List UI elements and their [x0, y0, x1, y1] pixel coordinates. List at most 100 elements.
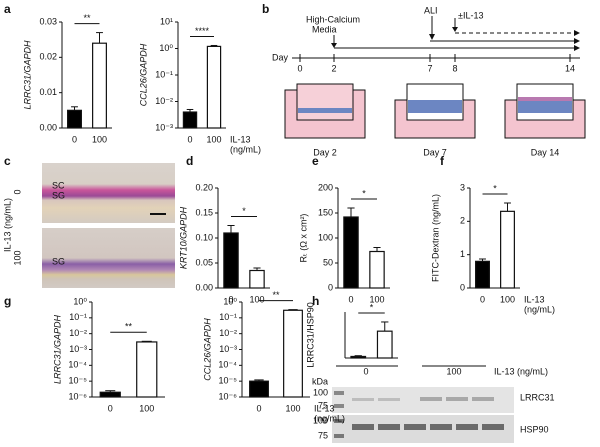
axis-label: IL-13 (ng/mL): [2, 198, 12, 252]
x-axis-label: IL-13: [230, 134, 251, 144]
arrow-head: [452, 27, 458, 32]
y-axis-label: KRT10/GAPDH: [178, 206, 188, 269]
y-axis-label: CCL26/GAPDH: [138, 43, 148, 106]
transwell: [284, 83, 366, 139]
layer-label: SC: [52, 180, 65, 190]
marker-label: 100: [313, 415, 328, 425]
y-tick-label: 10⁻¹: [219, 312, 237, 322]
y-axis-label: FITC-Dextran (ng/mL): [430, 194, 440, 282]
significance: *: [370, 302, 374, 312]
significance: **: [272, 290, 280, 300]
y-tick-label: 100: [318, 232, 333, 242]
bar: [99, 391, 121, 398]
y-tick-label: 0.10: [195, 232, 213, 242]
bar: [92, 42, 107, 129]
day: 8: [452, 63, 457, 73]
y-tick-label: 0.02: [39, 52, 57, 62]
y-tick-label: 10⁻²: [155, 96, 173, 106]
significance: *: [242, 206, 246, 216]
significance: *: [362, 188, 366, 198]
y-tick-label: 10⁰: [223, 296, 237, 306]
y-tick-label: 10⁻⁴: [218, 360, 237, 370]
day: 2: [331, 63, 336, 73]
y-axis-label: LRRC31/GAPDH: [52, 314, 62, 384]
marker-label: 75: [318, 430, 328, 440]
y-tick-label: 50: [323, 257, 333, 267]
y-tick-label: 2: [460, 216, 465, 226]
day: 0: [297, 63, 302, 73]
lane-label: 100: [446, 366, 461, 376]
significance: **: [83, 13, 91, 23]
dose-label: 100: [12, 250, 22, 265]
x-axis-label: (ng/mL): [314, 413, 345, 423]
significance: ****: [195, 26, 210, 36]
media-label: Media: [312, 24, 337, 34]
y-tick-label: 10⁻⁴: [68, 360, 87, 370]
x-tick-label: 0: [256, 403, 261, 413]
y-axis-label: LRRC31/GAPDH: [22, 40, 32, 110]
panel-label: h: [312, 294, 319, 308]
protein-label: HSP90: [520, 424, 549, 434]
arrow-head: [574, 38, 580, 44]
y-tick-label: 1: [460, 249, 465, 259]
significance: **: [125, 322, 133, 332]
bar: [350, 355, 367, 359]
y-tick-label: 0.01: [39, 87, 57, 97]
bar: [136, 341, 158, 398]
bar: [206, 45, 222, 129]
arrow-head: [331, 43, 337, 48]
y-tick-label: 10⁻¹: [69, 312, 87, 322]
day-label: Day: [272, 52, 289, 62]
bar: [182, 111, 198, 129]
y-tick-label: 0.15: [195, 207, 213, 217]
x-tick-label: 100: [92, 134, 107, 144]
arrow-head: [429, 34, 435, 40]
x-tick-label: 0: [187, 134, 192, 144]
bar: [475, 260, 490, 289]
y-tick-label: 10⁻⁶: [69, 391, 88, 401]
y-tick-label: 0.00: [39, 122, 57, 132]
marker-label: 100: [313, 387, 328, 397]
y-axis-label: Rₜ (Ω x cm²): [298, 214, 308, 263]
bar: [283, 309, 303, 398]
bar: [343, 216, 359, 289]
y-tick-label: 10⁰: [159, 43, 173, 53]
il13-label: ±IL-13: [458, 10, 483, 20]
ladder-band: [334, 391, 344, 395]
transwell: [394, 83, 476, 139]
y-tick-label: 10⁻⁵: [69, 376, 88, 386]
x-tick-label: 100: [139, 403, 154, 413]
ali-label: ALI: [424, 5, 438, 15]
y-tick-label: 10⁻²: [219, 328, 237, 338]
stage-label: Day 7: [423, 147, 447, 157]
y-tick-label: 10⁻³: [219, 344, 237, 354]
bar: [249, 269, 265, 289]
stage-label: Day 14: [531, 147, 560, 157]
x-tick-label: 100: [249, 294, 264, 304]
y-tick-label: 150: [318, 207, 333, 217]
stage-label: Day 2: [313, 147, 337, 157]
y-axis-label: CCL26/GAPDH: [202, 318, 212, 381]
x-axis-label: IL-13: [314, 403, 335, 413]
transwell: [504, 83, 586, 139]
y-tick-label: 0.05: [195, 257, 213, 267]
y-tick-label: 10⁰: [73, 296, 87, 306]
day: 7: [427, 63, 432, 73]
y-tick-label: 0.03: [39, 16, 57, 26]
bar: [500, 210, 515, 289]
bar: [67, 109, 82, 129]
marker-label: 75: [318, 400, 328, 410]
ladder-band: [334, 404, 344, 408]
bar: [223, 232, 239, 289]
x-tick-label: 0: [108, 403, 113, 413]
hsp90-bands: [352, 424, 504, 430]
ladder-band: [334, 434, 344, 438]
x-tick-label: 100: [285, 403, 300, 413]
x-tick-label: 100: [500, 294, 515, 304]
y-tick-label: 10⁻³: [69, 344, 87, 354]
schematic: Day 0 2 7 8 14 High-Calcium Media ALI ±I…: [272, 5, 586, 157]
dose-label: 0: [12, 189, 22, 194]
x-axis-label: (ng/mL): [524, 304, 555, 314]
y-tick-label: 10¹: [160, 16, 173, 26]
y-tick-label: 0: [328, 282, 333, 292]
